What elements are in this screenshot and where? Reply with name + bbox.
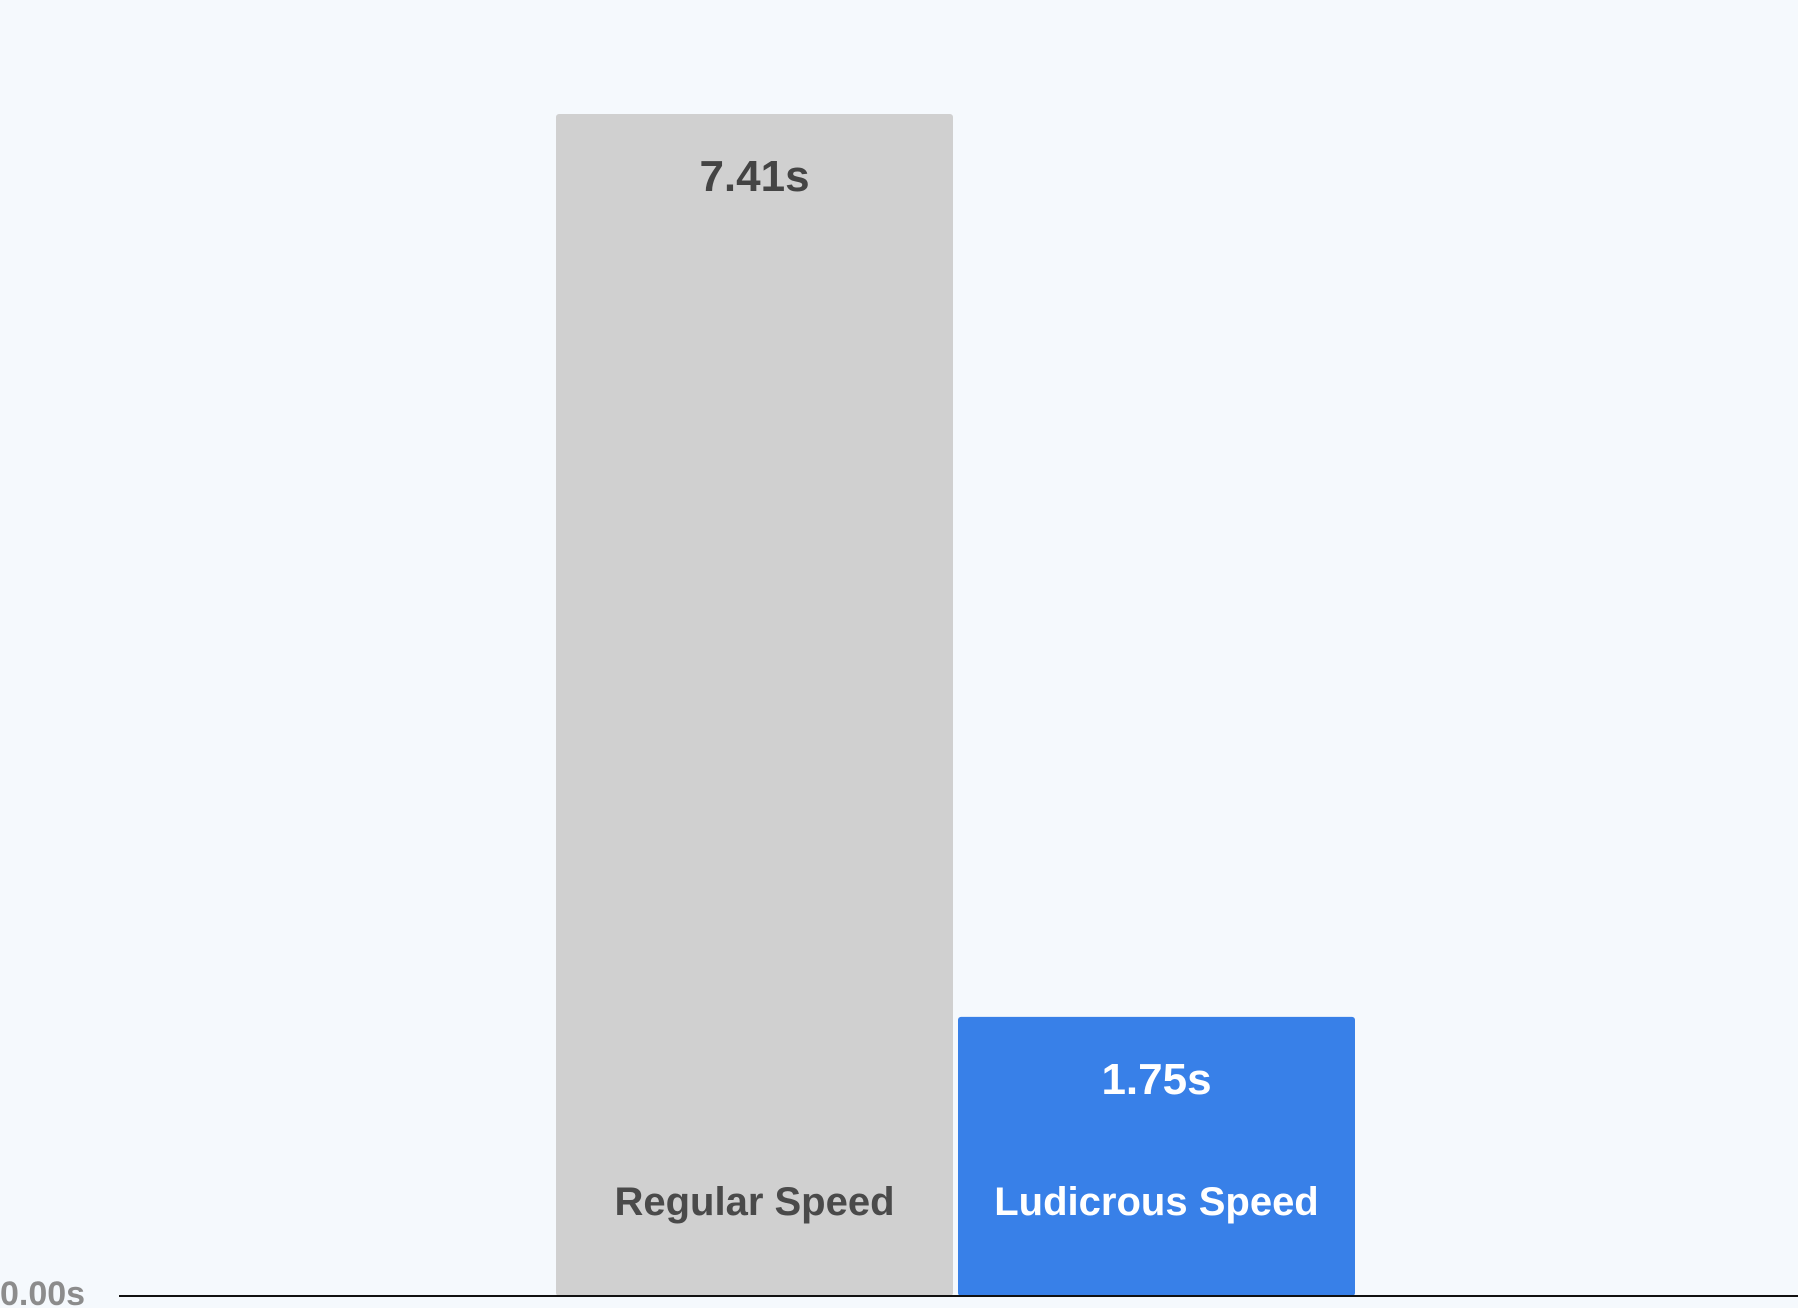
- bar-value-label: 7.41s: [699, 152, 809, 201]
- bar-category-label: Regular Speed: [614, 1180, 894, 1224]
- bars: 7.41s Regular Speed 1.75s Ludicrous Speed: [556, 114, 1355, 1296]
- bar-ludicrous-speed: [958, 1016, 1355, 1296]
- bar-value-label: 1.75s: [1101, 1055, 1211, 1104]
- y-tick-label: 0.00s: [0, 1275, 85, 1308]
- bar-category-label: Ludicrous Speed: [994, 1180, 1319, 1224]
- bar-regular-speed: [556, 114, 953, 1296]
